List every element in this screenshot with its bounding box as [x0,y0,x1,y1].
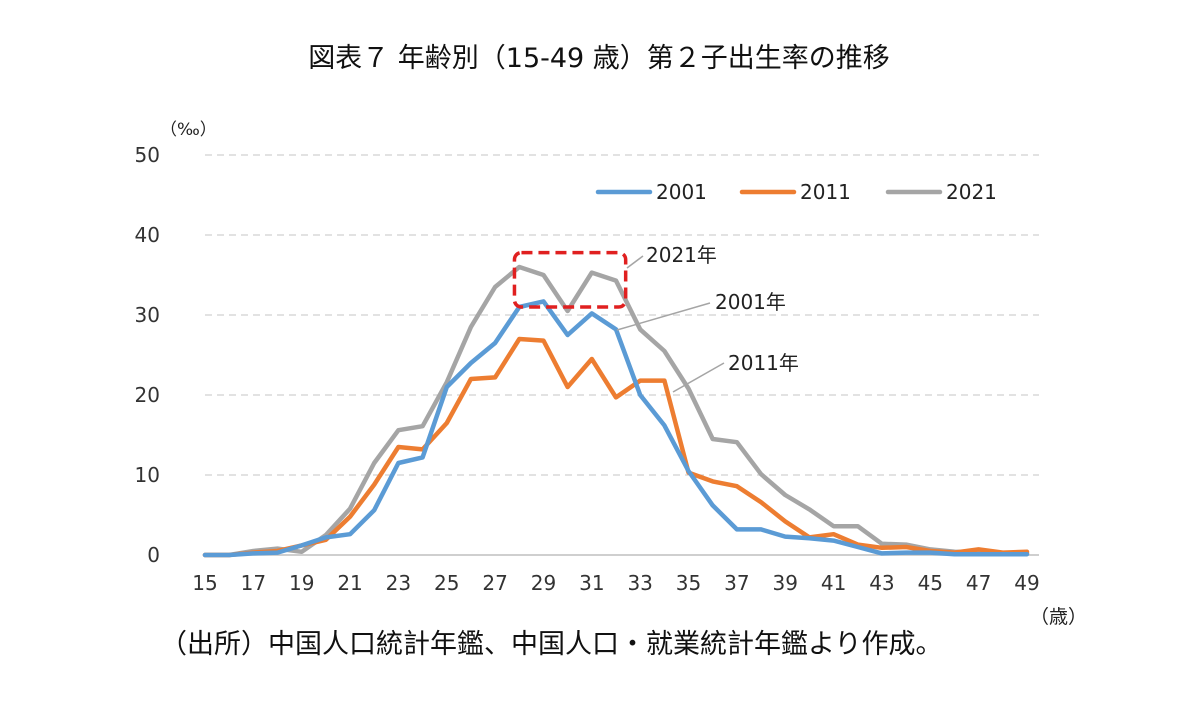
highlight-box [512,250,628,309]
annotation-label-2001: 2001年 [715,290,786,314]
legend: 2001 2011 2021 [595,180,997,204]
y-tick-label: 10 [135,463,160,487]
x-tick-label: 35 [676,571,701,595]
x-tick-label: 17 [241,571,266,595]
legend-label-2021: 2021 [946,180,997,204]
x-tick-label: 29 [531,571,556,595]
chart-title: 図表７ 年齢別（15-49 歳）第２子出生率の推移 [308,43,890,74]
annotation-leader-2001 [616,302,711,331]
y-tick-label: 0 [147,543,160,567]
x-tick-label: 41 [821,571,846,595]
annotation-label-2011: 2011年 [728,351,799,375]
x-tick-label: 49 [1014,571,1039,595]
x-tick-label: 31 [579,571,604,595]
x-tick-label: 27 [482,571,507,595]
x-tick-label: 39 [773,571,798,595]
x-tick-label: 45 [918,571,943,595]
x-tick-label: 33 [627,571,652,595]
series-line-2021 [202,264,1030,558]
series-line-2011 [202,336,1030,558]
y-tick-label: 20 [135,383,160,407]
x-tick-label: 43 [869,571,894,595]
series-line-2001 [202,299,1030,558]
grid-lines [205,154,1039,556]
y-axis: 0 10 20 30 40 50 [135,143,160,567]
x-tick-label: 37 [724,571,749,595]
y-tick-label: 50 [135,143,160,167]
y-unit-label: （‰） [160,120,217,140]
x-tick-label: 19 [289,571,314,595]
annotation-leader-2021 [626,255,644,269]
series-lines [202,264,1030,558]
x-tick-label: 21 [337,571,362,595]
x-unit-label: （歳） [1030,606,1087,628]
x-axis: 15 17 19 21 23 25 27 29 31 33 35 37 39 41 43 45 47 49 [192,571,1039,595]
x-tick-label: 23 [386,571,411,595]
annotations: 2021年 2001年 2011年 [616,243,799,393]
highlight-rect [512,250,628,309]
annotation-leader-2011 [672,362,725,393]
y-tick-label: 30 [135,303,160,327]
annotation-label-2021: 2021年 [646,243,717,267]
x-tick-label: 15 [192,571,217,595]
legend-label-2001: 2001 [656,180,707,204]
x-tick-label: 25 [434,571,459,595]
legend-label-2011: 2011 [800,180,851,204]
y-tick-label: 40 [135,223,160,247]
source-note: （出所）中国人口統計年鑑、中国人口・就業統計年鑑より作成。 [160,629,943,660]
x-tick-label: 47 [966,571,991,595]
